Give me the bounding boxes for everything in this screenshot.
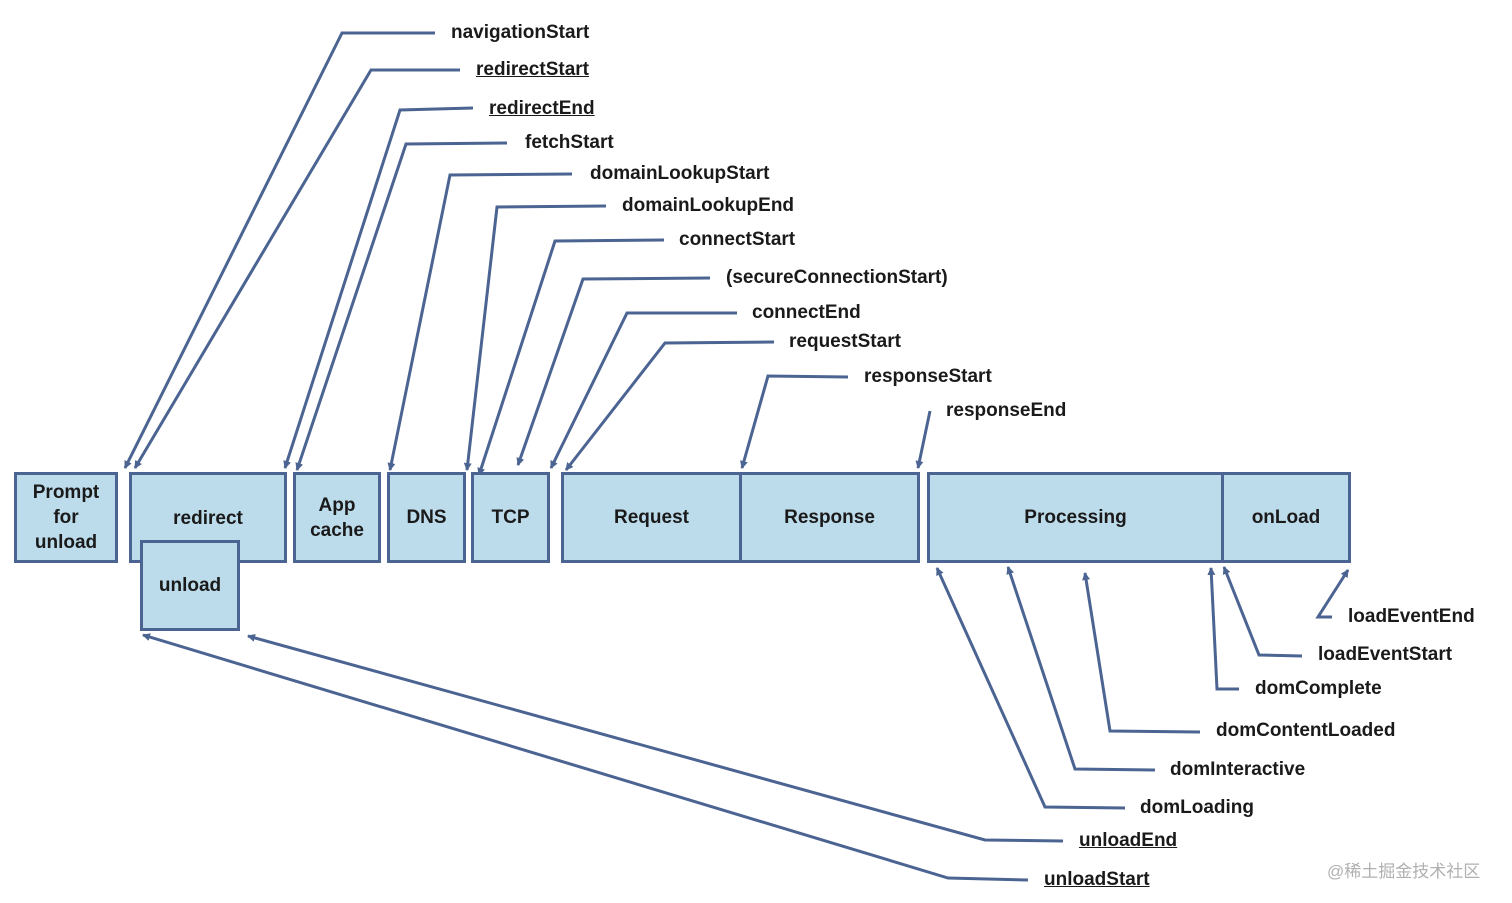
phase-dns: DNS <box>387 472 466 563</box>
phase-request: Request <box>561 472 742 563</box>
event-label-dom-interactive: domInteractive <box>1170 759 1306 780</box>
connector-redirect-end <box>283 106 474 469</box>
connector-dom-complete <box>1207 567 1239 691</box>
connector-response-end <box>915 410 932 469</box>
event-label-connect-end: connectEnd <box>752 302 861 323</box>
connector-fetch-start <box>295 141 508 471</box>
phase-tcp: TCP <box>471 472 550 563</box>
phase-onload: onLoad <box>1221 472 1351 563</box>
connector-domain-lookup-end <box>463 204 607 471</box>
event-label-dom-complete: domComplete <box>1255 678 1382 699</box>
connector-unload-start <box>142 633 1029 882</box>
event-label-request-start: requestStart <box>789 331 901 352</box>
phase-response: Response <box>739 472 920 563</box>
connector-unload-end <box>247 634 1064 843</box>
event-label-redirect-end: redirectEnd <box>489 98 595 119</box>
connector-dom-content-loaded <box>1082 572 1201 734</box>
watermark: @稀土掘金技术社区 <box>1327 862 1481 881</box>
event-label-dom-content-loaded: domContentLoaded <box>1216 720 1396 741</box>
event-label-dom-loading: domLoading <box>1140 797 1254 818</box>
event-label-load-event-end: loadEventEnd <box>1348 606 1475 627</box>
event-label-unload-start: unloadStart <box>1044 869 1150 890</box>
phase-processing: Processing <box>927 472 1224 563</box>
connector-redirect-start <box>133 68 460 469</box>
event-label-fetch-start: fetchStart <box>525 132 614 153</box>
event-label-domain-lookup-start: domainLookupStart <box>590 163 770 184</box>
connector-request-start <box>564 340 775 471</box>
event-label-navigation-start: navigationStart <box>451 22 590 43</box>
connector-dom-loading <box>935 567 1126 810</box>
connector-response-start <box>740 374 849 469</box>
connector-load-event-end <box>1315 569 1350 619</box>
event-label-redirect-start: redirectStart <box>476 59 589 80</box>
event-label-response-end: responseEnd <box>946 400 1067 421</box>
event-label-connect-start: connectStart <box>679 229 796 250</box>
connector-dom-interactive <box>1006 566 1156 772</box>
event-label-load-event-start: loadEventStart <box>1318 644 1453 665</box>
event-label-domain-lookup-end: domainLookupEnd <box>622 195 795 216</box>
phase-app-cache: App cache <box>293 472 381 563</box>
connector-navigation-start <box>123 31 435 469</box>
event-label-unload-end: unloadEnd <box>1079 830 1178 851</box>
connector-connect-start <box>477 238 665 476</box>
connector-connect-end <box>549 311 737 469</box>
phase-unload: unload <box>140 540 240 631</box>
connector-secure-connection-start <box>516 276 711 466</box>
connector-domain-lookup-start <box>387 172 573 471</box>
event-label-response-start: responseStart <box>864 366 992 387</box>
phase-prompt-for-unload: Prompt for unload <box>14 472 118 563</box>
connector-load-event-start <box>1222 566 1303 658</box>
event-label-secure-connection-start: (secureConnectionStart) <box>726 267 948 288</box>
